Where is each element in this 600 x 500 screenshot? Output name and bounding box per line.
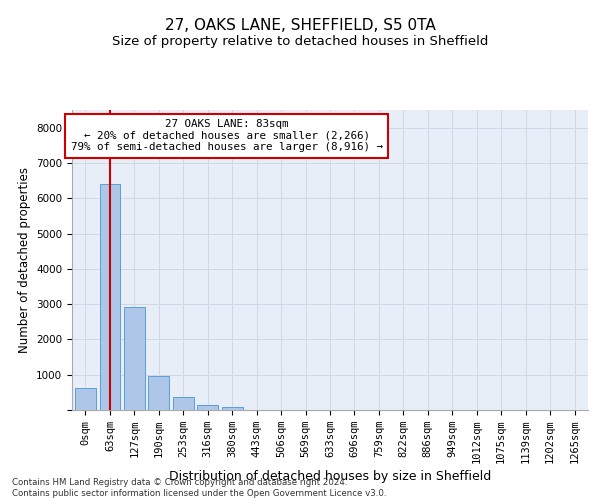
Y-axis label: Number of detached properties: Number of detached properties	[17, 167, 31, 353]
X-axis label: Distribution of detached houses by size in Sheffield: Distribution of detached houses by size …	[169, 470, 491, 484]
Text: Size of property relative to detached houses in Sheffield: Size of property relative to detached ho…	[112, 35, 488, 48]
Text: Contains HM Land Registry data © Crown copyright and database right 2024.
Contai: Contains HM Land Registry data © Crown c…	[12, 478, 386, 498]
Text: 27, OAKS LANE, SHEFFIELD, S5 0TA: 27, OAKS LANE, SHEFFIELD, S5 0TA	[164, 18, 436, 32]
Bar	[75, 388, 96, 410]
Bar	[222, 408, 242, 410]
Bar	[124, 307, 145, 410]
Bar	[197, 404, 218, 410]
Bar	[148, 376, 169, 410]
Bar	[100, 184, 120, 410]
Text: 27 OAKS LANE: 83sqm
← 20% of detached houses are smaller (2,266)
79% of semi-det: 27 OAKS LANE: 83sqm ← 20% of detached ho…	[71, 119, 383, 152]
Bar	[173, 398, 194, 410]
